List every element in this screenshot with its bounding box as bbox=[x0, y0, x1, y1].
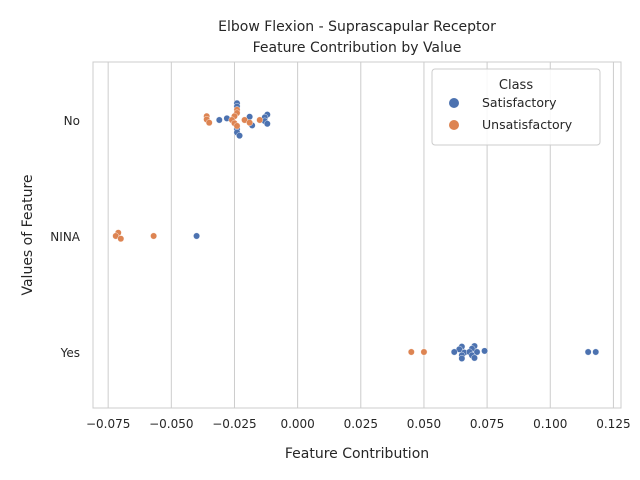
data-point bbox=[420, 348, 428, 356]
x-tick-label: −0.075 bbox=[86, 417, 130, 431]
data-point bbox=[150, 232, 158, 240]
x-tick-label: 0.025 bbox=[344, 417, 378, 431]
data-point bbox=[584, 348, 592, 356]
data-point bbox=[481, 347, 488, 355]
x-tick-label: 0.075 bbox=[470, 417, 504, 431]
data-point bbox=[592, 348, 600, 356]
data-points bbox=[112, 99, 600, 362]
x-tick-label: 0.125 bbox=[596, 417, 630, 431]
y-axis-ticks: No NINA Yes bbox=[50, 114, 80, 360]
x-tick-label: 0.050 bbox=[407, 417, 441, 431]
y-tick-label: NINA bbox=[50, 230, 80, 244]
y-tick-label: Yes bbox=[60, 346, 80, 360]
data-point bbox=[236, 132, 243, 140]
legend-box bbox=[431, 68, 601, 146]
x-axis-label: Feature Contribution bbox=[285, 446, 429, 462]
x-tick-label: −0.050 bbox=[149, 417, 193, 431]
x-tick-label: 0.000 bbox=[280, 417, 314, 431]
chart-title: Elbow Flexion - Suprascapular Receptor bbox=[218, 19, 496, 35]
data-point bbox=[471, 354, 478, 362]
legend-title: Class bbox=[499, 78, 533, 93]
chart-subtitle: Feature Contribution by Value bbox=[253, 40, 462, 56]
legend-marker bbox=[449, 120, 459, 130]
data-point bbox=[450, 348, 458, 356]
data-point bbox=[256, 116, 264, 124]
data-point bbox=[117, 235, 125, 243]
legend-label: Unsatisfactory bbox=[482, 117, 573, 132]
data-point bbox=[205, 119, 213, 127]
x-tick-label: 0.100 bbox=[533, 417, 567, 431]
legend-marker bbox=[449, 98, 459, 108]
data-point bbox=[233, 122, 241, 130]
data-point bbox=[263, 120, 271, 128]
y-axis-label: Values of Feature bbox=[20, 174, 36, 295]
plot-border bbox=[92, 61, 622, 409]
data-point bbox=[407, 348, 415, 356]
data-point bbox=[193, 232, 200, 240]
x-axis-ticks: −0.075 −0.050 −0.025 0.000 0.025 0.050 0.075 0.… bbox=[86, 417, 631, 431]
legend: Class Satisfactory Unsatisfactory bbox=[431, 68, 601, 146]
data-point bbox=[473, 348, 481, 356]
data-point bbox=[246, 119, 254, 127]
legend-label: Satisfactory bbox=[482, 95, 557, 110]
y-tick-label: No bbox=[64, 114, 80, 128]
x-tick-label: −0.025 bbox=[212, 417, 256, 431]
data-point bbox=[458, 355, 466, 362]
data-point bbox=[215, 116, 223, 124]
